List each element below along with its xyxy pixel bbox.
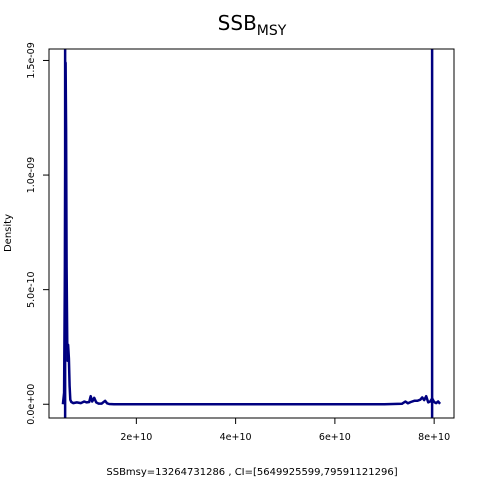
- density-line: [61, 61, 442, 406]
- x-tick-label: 2e+10: [120, 432, 152, 443]
- x-tick-label: 8e+10: [418, 432, 450, 443]
- plot-frame: [48, 48, 455, 419]
- y-axis: 0.0e+00 5.0e-10 1.0e-09 1.5e-09: [26, 42, 49, 425]
- y-axis-label: Density: [3, 214, 14, 252]
- x-axis-label: SSBmsy=13264731286 , CI=[5649925599,7959…: [106, 467, 397, 478]
- y-tick-label: 5.0e-10: [26, 271, 37, 307]
- y-tick-label: 0.0e+00: [26, 384, 37, 425]
- x-tick-label: 4e+10: [220, 432, 252, 443]
- ci-lines: [63, 49, 434, 418]
- x-axis: 2e+10 4e+10 6e+10 8e+10: [120, 418, 450, 443]
- y-tick-label: 1.0e-09: [26, 157, 37, 193]
- chart-title: SSBMSY: [218, 11, 287, 39]
- y-tick-label: 1.5e-09: [26, 42, 37, 78]
- x-tick-label: 6e+10: [319, 432, 351, 443]
- series-layer: [61, 61, 442, 406]
